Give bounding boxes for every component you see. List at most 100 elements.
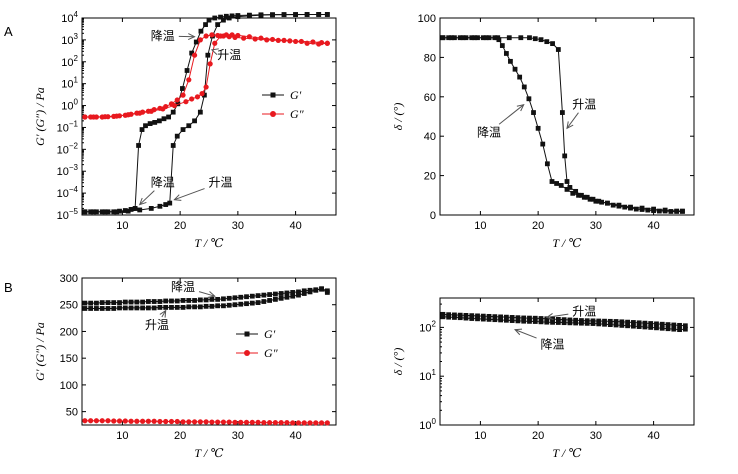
data-point bbox=[243, 419, 250, 425]
data-point bbox=[186, 419, 192, 425]
data-point bbox=[316, 41, 322, 47]
annotation: 降温 bbox=[477, 103, 525, 139]
data-point bbox=[656, 208, 662, 214]
data-point bbox=[625, 319, 631, 325]
data-point bbox=[125, 208, 131, 214]
annotation-label: 降温 bbox=[151, 176, 175, 190]
data-point bbox=[446, 314, 452, 320]
y-tick-label: 250 bbox=[60, 300, 78, 312]
data-point bbox=[581, 194, 587, 200]
x-tick-label: 10 bbox=[474, 220, 486, 232]
data-point bbox=[538, 37, 544, 43]
data-point bbox=[145, 299, 151, 304]
arrow-head bbox=[173, 194, 182, 201]
y-tick-label: 60 bbox=[424, 92, 436, 104]
data-point bbox=[232, 302, 238, 308]
x-axis-label: T / ℃ bbox=[194, 446, 224, 460]
data-point bbox=[486, 313, 492, 319]
data-point bbox=[180, 419, 186, 425]
series-line bbox=[84, 13, 328, 213]
legend-entry: G″ bbox=[236, 346, 279, 360]
data-point bbox=[82, 300, 88, 306]
data-point bbox=[175, 101, 181, 107]
legend-entry: G′ bbox=[262, 88, 302, 102]
data-point bbox=[452, 315, 457, 320]
data-point bbox=[495, 35, 501, 41]
annotation-arrow bbox=[161, 310, 167, 318]
data-point bbox=[163, 305, 169, 310]
data-point bbox=[174, 97, 180, 103]
annotation-arrow bbox=[546, 313, 569, 318]
data-point bbox=[163, 418, 169, 425]
data-point bbox=[324, 288, 330, 294]
data-point bbox=[91, 209, 96, 215]
data-point bbox=[567, 320, 573, 326]
x-tick-label: 30 bbox=[590, 220, 602, 232]
data-point bbox=[161, 116, 167, 122]
arrow-head bbox=[138, 197, 147, 206]
data-point bbox=[272, 419, 278, 426]
data-point bbox=[105, 418, 111, 424]
data-point bbox=[272, 291, 278, 297]
data-point bbox=[555, 316, 561, 322]
series-delta bbox=[440, 314, 688, 333]
data-point bbox=[535, 125, 541, 131]
data-point bbox=[128, 305, 134, 311]
series-line bbox=[84, 34, 328, 118]
data-point bbox=[99, 418, 105, 424]
y-axis-label: G′ (G″) / Pa bbox=[33, 87, 47, 146]
chart-b-left-modulus: 10 20 30 40 50 100 150 200 250 300 T / ℃ G′ (G″) / … bbox=[33, 273, 337, 460]
data-point bbox=[198, 28, 204, 34]
x-tick-label: 30 bbox=[590, 430, 602, 442]
data-point bbox=[480, 313, 486, 319]
x-tick-label: 30 bbox=[232, 430, 244, 442]
data-point bbox=[677, 322, 682, 328]
data-point bbox=[218, 14, 223, 20]
data-point bbox=[229, 13, 235, 19]
legend-marker bbox=[270, 92, 276, 98]
data-point bbox=[235, 14, 241, 20]
data-point bbox=[134, 299, 140, 305]
data-point bbox=[145, 418, 151, 424]
data-point bbox=[226, 15, 232, 21]
data-point bbox=[630, 320, 636, 325]
data-point bbox=[515, 318, 521, 324]
data-point bbox=[625, 323, 631, 329]
data-point bbox=[544, 316, 550, 322]
data-point bbox=[151, 299, 157, 304]
data-point bbox=[472, 35, 478, 41]
y-tick-label: 80 bbox=[424, 52, 436, 64]
data-point bbox=[193, 39, 199, 45]
data-point bbox=[215, 303, 221, 309]
data-point bbox=[140, 418, 146, 424]
data-point bbox=[140, 305, 146, 311]
data-point bbox=[244, 294, 249, 300]
x-tick-label: 20 bbox=[532, 220, 544, 232]
data-point bbox=[122, 305, 128, 311]
data-point bbox=[203, 84, 209, 90]
data-point bbox=[674, 208, 680, 214]
data-point bbox=[532, 315, 538, 321]
annotation-arrow bbox=[139, 190, 155, 205]
data-point bbox=[192, 304, 197, 310]
y-axis-label: δ / (°) bbox=[391, 348, 405, 376]
annotation-arrow bbox=[198, 291, 215, 297]
data-point bbox=[93, 418, 100, 424]
arrow-head bbox=[545, 313, 554, 320]
data-point bbox=[492, 314, 498, 320]
data-point bbox=[503, 314, 509, 320]
data-point bbox=[590, 318, 596, 324]
data-point bbox=[244, 301, 249, 307]
annotation-label: 升温 bbox=[572, 305, 596, 319]
data-point bbox=[105, 300, 111, 305]
data-point bbox=[567, 317, 573, 323]
data-point bbox=[128, 418, 134, 424]
data-point bbox=[189, 50, 195, 56]
data-point bbox=[94, 300, 99, 306]
data-point bbox=[269, 36, 276, 43]
data-point bbox=[440, 314, 446, 320]
data-point bbox=[619, 319, 625, 325]
data-point bbox=[192, 118, 197, 124]
data-point bbox=[166, 114, 171, 120]
data-point bbox=[102, 114, 108, 120]
